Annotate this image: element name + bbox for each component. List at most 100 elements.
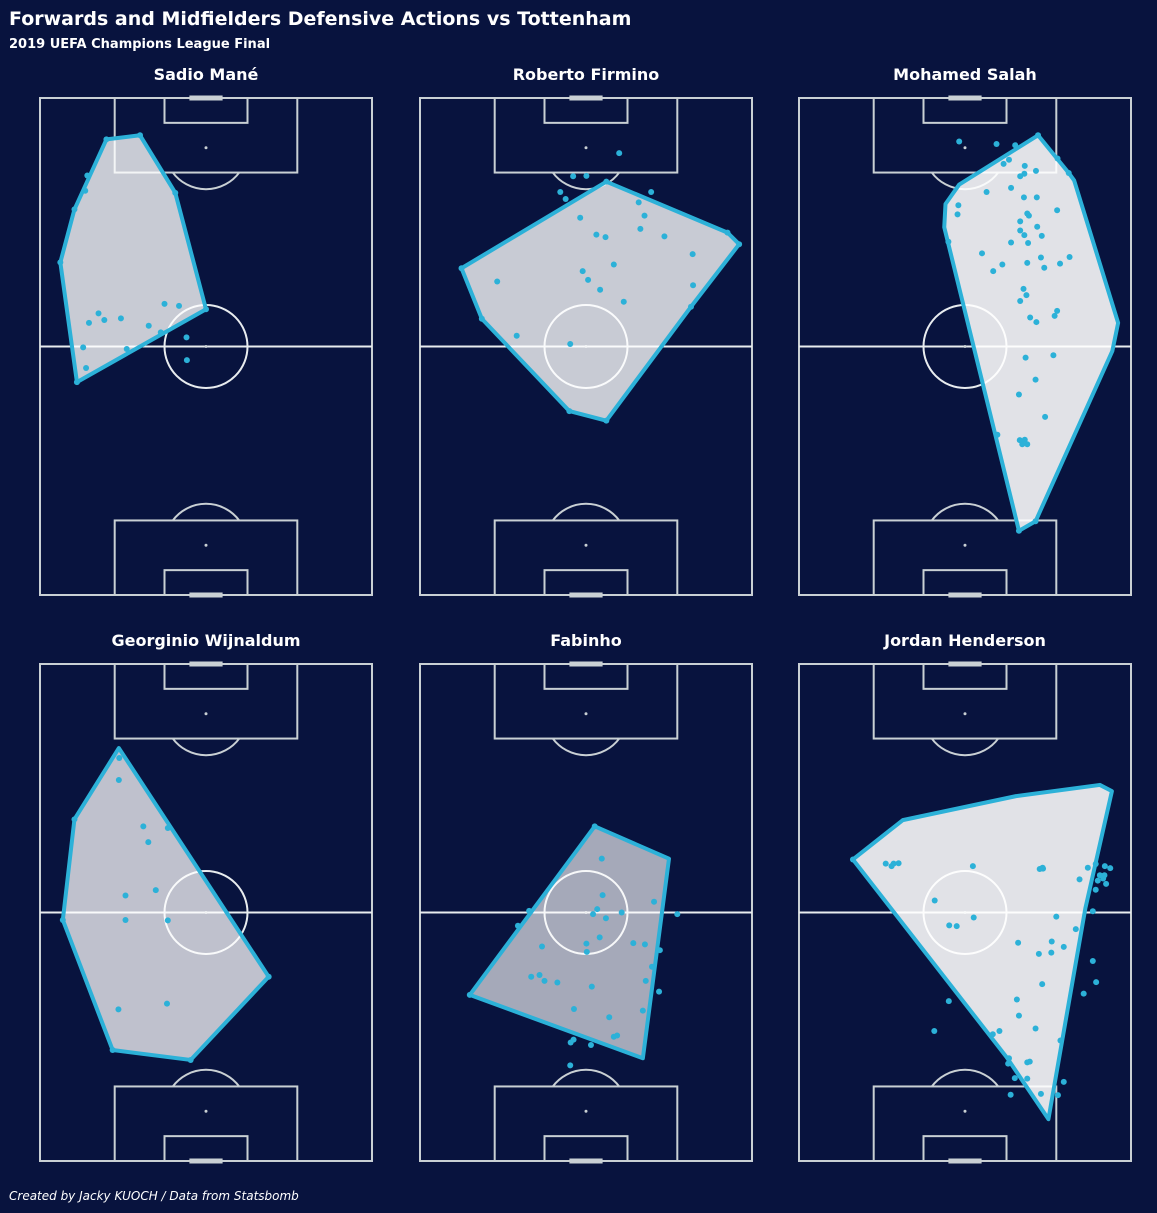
defensive-action-point (57, 259, 64, 266)
defensive-action-point (83, 365, 90, 372)
defensive-action-point (152, 887, 159, 894)
defensive-action-point (1000, 160, 1007, 167)
defensive-action-point (946, 922, 953, 929)
defensive-action-point (85, 319, 92, 326)
defensive-action-point (724, 229, 731, 236)
defensive-action-point (990, 268, 997, 275)
defensive-action-point (603, 417, 610, 424)
defensive-action-point (983, 189, 990, 196)
penalty-area-bottom (493, 519, 679, 597)
defensive-action-point (84, 172, 91, 179)
defensive-action-point (1060, 1078, 1067, 1085)
defensive-action-point (1054, 155, 1061, 162)
defensive-action-point (1066, 254, 1073, 261)
defensive-action-point (122, 916, 129, 923)
centre-spot (204, 345, 208, 348)
defensive-action-point (1054, 1092, 1061, 1099)
defensive-action-point (145, 322, 152, 329)
defensive-action-point (602, 915, 609, 922)
penalty-spot-bottom (963, 1109, 967, 1113)
defensive-action-point (183, 357, 190, 364)
defensive-action-point (994, 431, 1001, 438)
defensive-action-point (602, 234, 609, 241)
defensive-action-point (639, 1007, 646, 1014)
defensive-action-point (1096, 872, 1103, 879)
defensive-action-point (955, 202, 962, 209)
defensive-action-point (1051, 312, 1058, 319)
figure-title: Forwards and Midfielders Defensive Actio… (9, 8, 631, 30)
defensive-action-point (579, 268, 586, 275)
pitch-panel: Fabinho (419, 631, 753, 1164)
defensive-action-point (1060, 943, 1067, 950)
defensive-action-point (630, 940, 637, 947)
defensive-action-point (1024, 1059, 1031, 1066)
defensive-action-point (163, 1000, 170, 1007)
defensive-action-point (674, 911, 681, 918)
defensive-action-point (953, 923, 960, 930)
defensive-action-point (187, 1056, 194, 1063)
penalty-area-top (493, 663, 679, 740)
six-yard-box-top (922, 97, 1008, 124)
penalty-spot-top (963, 146, 967, 150)
hull-area (850, 782, 1114, 1122)
defensive-action-point (651, 898, 658, 905)
defensive-action-point (1037, 1090, 1044, 1097)
defensive-action-point (1021, 436, 1028, 443)
defensive-action-point (945, 238, 952, 245)
penalty-area-top (113, 663, 299, 740)
penalty-area-bottom (113, 1085, 299, 1162)
defensive-action-point (161, 300, 168, 307)
hull-area (58, 133, 208, 385)
defensive-action-point (1054, 207, 1061, 214)
defensive-action-point (587, 1042, 594, 1049)
defensive-action-point (265, 973, 272, 980)
defensive-action-point (577, 214, 584, 221)
defensive-action-point (1007, 1091, 1014, 1098)
defensive-action-point (1057, 260, 1064, 267)
penalty-arc-top (171, 737, 241, 757)
defensive-action-point (690, 282, 697, 289)
defensive-action-point (1065, 169, 1072, 176)
penalty-arc-bottom (551, 1068, 621, 1088)
defensive-action-point (145, 839, 152, 846)
defensive-action-point (888, 863, 895, 870)
defensive-action-point (1076, 876, 1083, 883)
defensive-action-point (954, 211, 961, 218)
defensive-action-point (1092, 886, 1099, 893)
defensive-action-point (1107, 865, 1114, 872)
defensive-action-point (1042, 413, 1049, 420)
defensive-action-point (648, 189, 655, 196)
penalty-arc-bottom (171, 502, 241, 522)
defensive-action-point (882, 860, 889, 867)
defensive-action-point (1013, 996, 1020, 1003)
defensive-action-point (1101, 863, 1108, 870)
pitch-panel: Jordan Henderson (798, 631, 1132, 1164)
defensive-action-point (73, 379, 80, 386)
defensive-action-point (1053, 913, 1060, 920)
defensive-action-point (1035, 950, 1042, 957)
defensive-action-point (661, 233, 668, 240)
defensive-action-point (203, 306, 209, 313)
hull-area (467, 824, 671, 1061)
defensive-action-point (996, 1027, 1003, 1034)
defensive-action-point (1005, 1060, 1012, 1067)
defensive-action-point (614, 1032, 621, 1039)
pitch-panel: Mohamed Salah (798, 65, 1132, 598)
defensive-action-point (656, 988, 663, 995)
penalty-spot-top (204, 712, 208, 716)
defensive-action-point (466, 991, 473, 998)
defensive-action-point (1093, 979, 1100, 986)
penalty-arc-bottom (930, 502, 1000, 522)
penalty-arc-top (551, 171, 621, 191)
defensive-action-point (1024, 441, 1031, 448)
penalty-area-bottom (113, 519, 299, 597)
defensive-action-point (80, 344, 87, 351)
defensive-action-point (164, 917, 171, 924)
defensive-action-point (593, 231, 600, 238)
defensive-action-point (1032, 376, 1039, 383)
panel-title: Georginio Wijnaldum (111, 631, 300, 650)
defensive-action-point (1092, 861, 1099, 868)
defensive-action-point (1048, 938, 1055, 945)
defensive-action-point (970, 914, 977, 921)
defensive-action-point (689, 251, 696, 258)
